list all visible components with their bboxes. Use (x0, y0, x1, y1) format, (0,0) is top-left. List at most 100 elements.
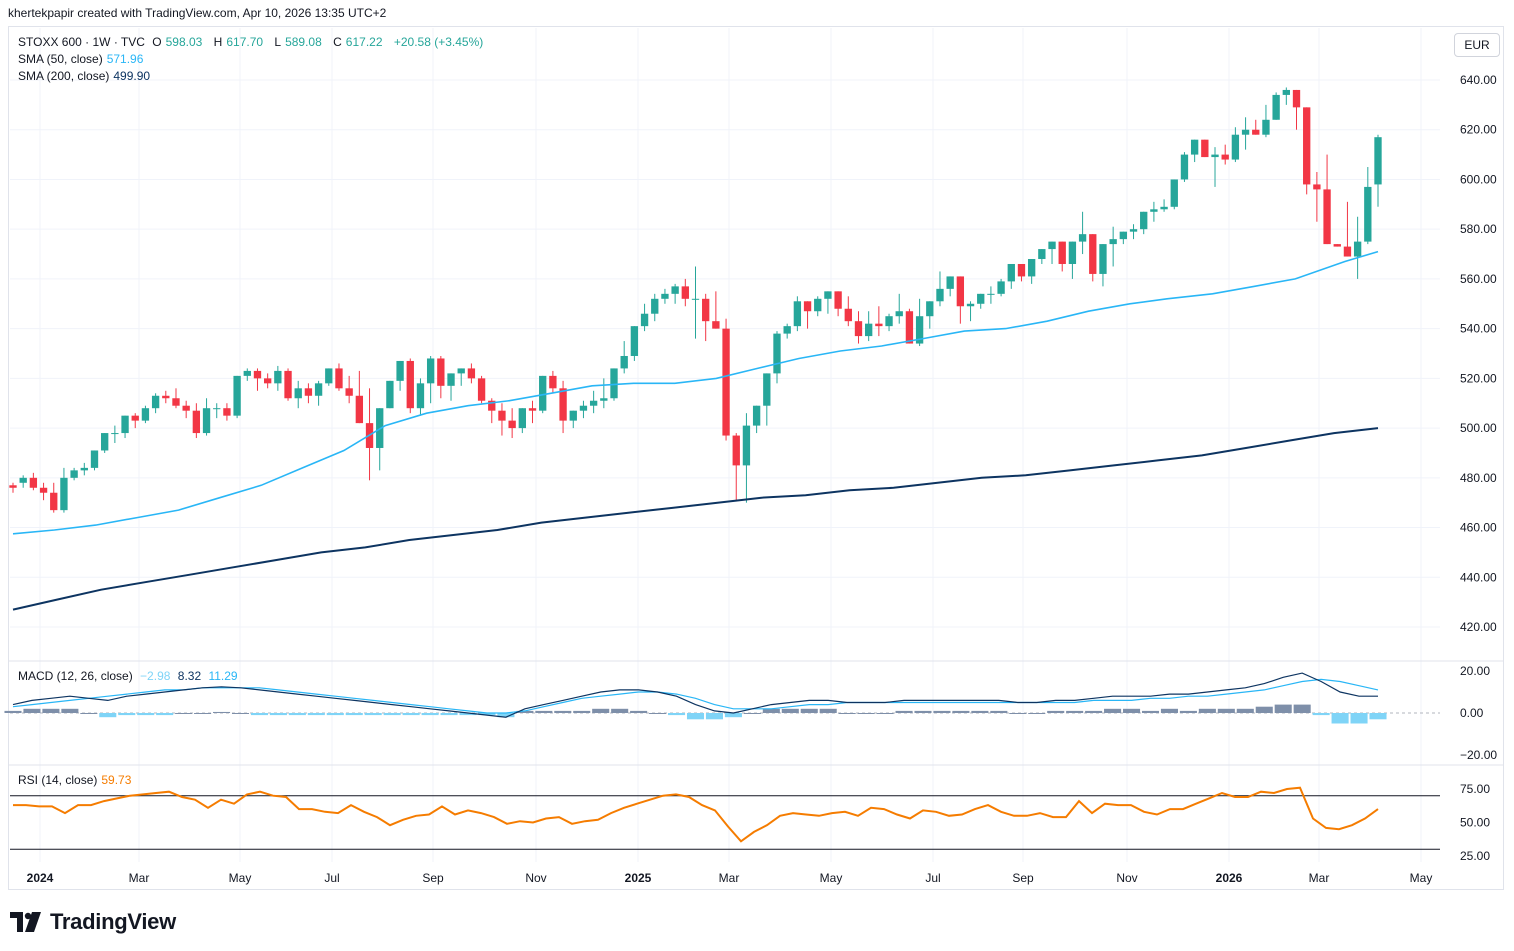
candle-down (131, 415, 139, 421)
candle-up (426, 358, 435, 384)
candle-down (29, 477, 38, 488)
time-axis-tick: 2024 (27, 871, 54, 885)
candles (9, 87, 1382, 513)
ohlc-change: +20.58 (+3.45%) (393, 35, 484, 49)
macd-hist-bar (421, 713, 439, 716)
candle-up (1180, 154, 1189, 180)
candle-down (1089, 234, 1097, 274)
candle-up (294, 388, 302, 399)
rsi-legend[interactable]: RSI (14, close) 59.73 (18, 773, 132, 787)
candle-down (508, 420, 516, 429)
time-axis-tick: May (229, 871, 252, 885)
candle-up (569, 410, 577, 421)
candle-up (987, 293, 995, 295)
candle-down (335, 368, 343, 389)
candle-up (1170, 179, 1178, 207)
time-axis-tick: 2025 (625, 871, 652, 885)
macd-hist-bar (1047, 710, 1065, 713)
candle-down (182, 405, 190, 411)
candle-down (406, 360, 414, 409)
time-axis-tick: Mar (129, 871, 150, 885)
macd-hist-bar (895, 710, 913, 713)
candle-down (722, 328, 730, 436)
macd-legend[interactable]: MACD (12, 26, close) −2.98 8.32 11.29 (18, 669, 238, 683)
sma50-legend[interactable]: SMA (50, close) 571.96 (18, 52, 144, 66)
candle-up (814, 298, 822, 312)
candle-up (1027, 259, 1036, 277)
symbol-label[interactable]: STOXX 600 · 1W · TVC (18, 35, 145, 49)
macd-hist-bar (1236, 708, 1254, 713)
candle-up (661, 293, 669, 299)
macd-hist-bar (269, 713, 287, 716)
time-axis-tick: May (820, 871, 843, 885)
candle-up (691, 298, 700, 300)
candle-up (1160, 206, 1168, 210)
macd-hist-bar (364, 713, 382, 716)
candle-up (539, 375, 547, 411)
candle-down (732, 435, 740, 466)
price-axis-tick: 500.00 (1460, 421, 1497, 435)
macd-signal-line (12, 678, 1379, 714)
candle-up (1272, 94, 1280, 120)
candle-up (671, 286, 679, 294)
macd-axis-tick: 20.00 (1460, 664, 1490, 678)
candle-up (70, 470, 78, 478)
rsi-axis-tick: 75.00 (1460, 782, 1490, 796)
candle-up (997, 281, 1005, 294)
candle-up (1231, 134, 1240, 160)
macd-hist-bar (383, 713, 401, 716)
candle-up (325, 368, 333, 384)
candle-up (936, 288, 944, 302)
macd-hist-bar (1255, 706, 1273, 713)
candle-down (1303, 107, 1311, 185)
candle-up (885, 316, 893, 327)
tradingview-logo[interactable]: TradingView (10, 908, 176, 936)
candle-up (1374, 137, 1382, 185)
macd-hist-bar (876, 713, 894, 714)
candle-down (39, 487, 48, 493)
time-axis-tick: Jul (324, 871, 339, 885)
candle-up (865, 323, 873, 337)
sma200-legend[interactable]: SMA (200, close) 499.90 (18, 69, 151, 83)
candle-down (1313, 184, 1321, 190)
macd-hist-bar (971, 710, 989, 713)
candle-up (457, 368, 465, 374)
candle-up (1241, 129, 1250, 135)
candle-up (1282, 89, 1290, 95)
time-axis-tick: May (1410, 871, 1433, 885)
price-axis-tick: 520.00 (1460, 371, 1497, 385)
macd-hist-bar (668, 713, 686, 716)
macd-hist-bar (1369, 713, 1387, 720)
ohlc-open: O 598.03 (152, 35, 203, 49)
macd-histogram (4, 704, 1387, 724)
macd-hist-bar (4, 710, 22, 713)
macd-hist-bar (1009, 713, 1027, 714)
macd-hist-bar (345, 713, 363, 716)
candle-up (1129, 229, 1138, 232)
candle-down (1017, 263, 1026, 277)
candle-down (263, 378, 272, 384)
candle-up (19, 477, 27, 483)
candle-up (946, 276, 954, 289)
macd-hist-bar (1066, 710, 1084, 713)
sma200-line (12, 427, 1379, 611)
currency-button[interactable]: EUR (1454, 33, 1500, 57)
candle-up (416, 383, 425, 409)
rsi-axis-tick: 25.00 (1460, 849, 1490, 863)
candle-up (1150, 209, 1158, 212)
macd-hist-bar (118, 713, 136, 716)
candle-up (111, 433, 119, 435)
time-axis-tick: Sep (422, 871, 444, 885)
tradingview-logo-icon (10, 912, 41, 932)
candle-down (9, 485, 17, 488)
candle-up (386, 380, 394, 409)
candle-up (640, 313, 649, 327)
candle-up (1119, 231, 1128, 240)
macd-hist-bar (914, 710, 932, 713)
time-axis-tick: Nov (525, 871, 546, 885)
candle-down (467, 368, 476, 379)
candle-down (712, 321, 720, 329)
candle-down (1343, 246, 1352, 257)
rsi-axis-tick: 50.00 (1460, 816, 1490, 830)
macd-hist-bar (402, 713, 420, 716)
